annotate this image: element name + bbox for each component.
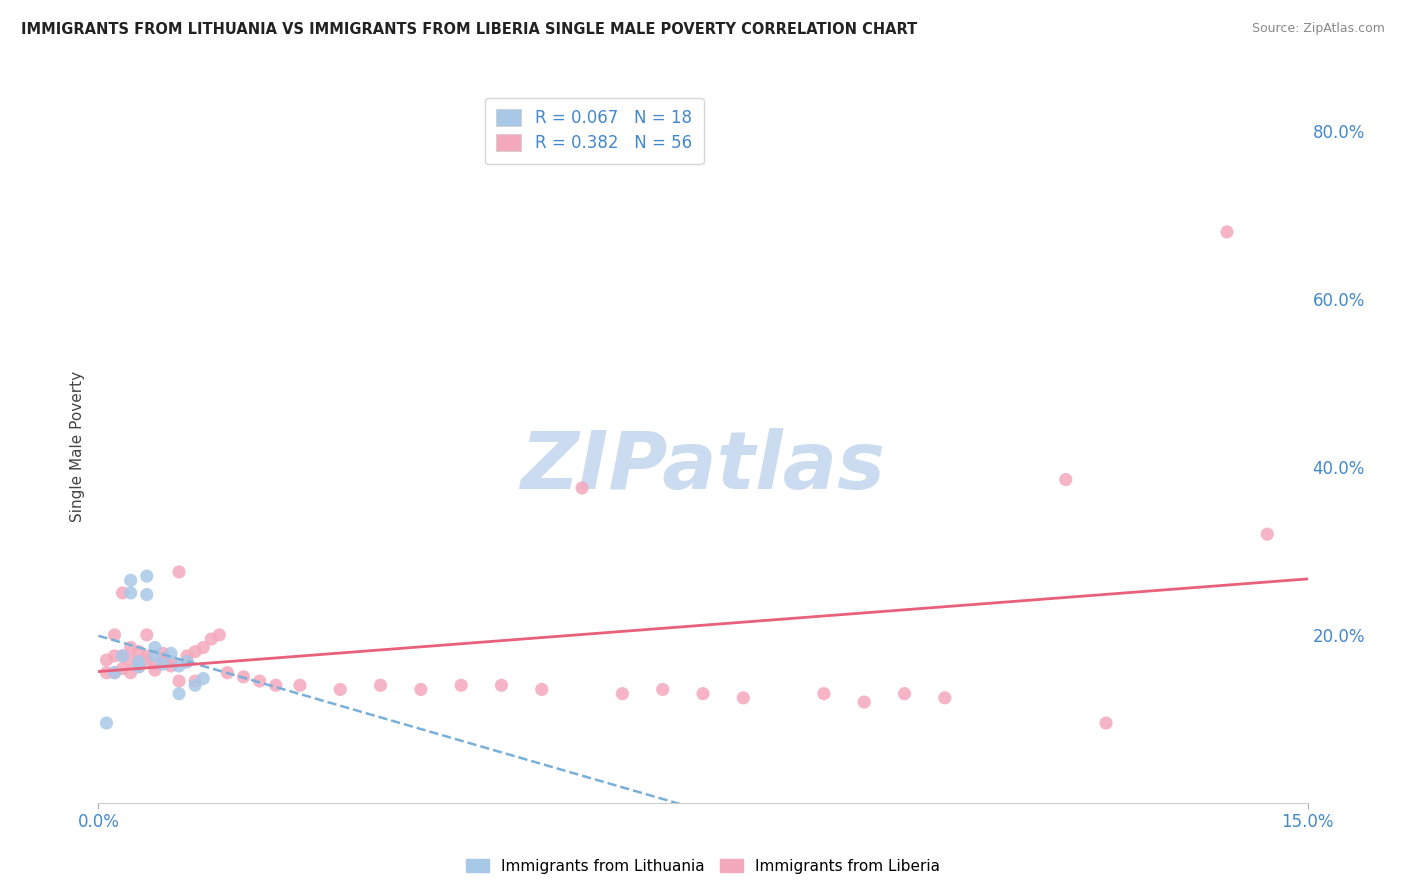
Point (103, 648, 125, 663)
Point (143, 657, 166, 672)
Point (111, 661, 134, 675)
Point (370, 678, 392, 692)
Point (1054, 473, 1077, 487)
Point (1095, 716, 1118, 731)
Point (329, 682, 352, 697)
Point (733, 690, 755, 705)
Point (167, 659, 190, 673)
Point (288, 678, 311, 692)
Point (934, 690, 956, 705)
Point (450, 678, 472, 692)
Point (96, 665, 118, 680)
Point (176, 655, 198, 669)
Point (103, 665, 125, 680)
Point (612, 687, 634, 701)
Point (193, 672, 215, 686)
Point (208, 628, 231, 642)
Point (96, 716, 118, 731)
Point (409, 682, 432, 697)
Point (200, 632, 222, 646)
Point (692, 687, 714, 701)
Point (143, 640, 166, 655)
Point (128, 660, 150, 674)
Point (128, 655, 150, 669)
Point (128, 655, 150, 669)
Point (217, 665, 239, 680)
Point (167, 674, 190, 689)
Point (813, 687, 835, 701)
Point (120, 665, 142, 680)
Point (143, 663, 166, 677)
Point (232, 670, 254, 684)
Point (120, 586, 142, 600)
Point (176, 655, 198, 669)
Point (853, 695, 876, 709)
Point (103, 628, 125, 642)
Point (1256, 527, 1278, 541)
Point (160, 646, 183, 660)
Point (893, 687, 915, 701)
Point (135, 588, 157, 602)
Legend: R = 0.067   N = 18, R = 0.382   N = 56: R = 0.067 N = 18, R = 0.382 N = 56 (485, 97, 703, 164)
Point (111, 648, 134, 663)
Point (571, 481, 593, 495)
Point (103, 665, 125, 680)
Text: IMMIGRANTS FROM LITHUANIA VS IMMIGRANTS FROM LIBERIA SINGLE MALE POVERTY CORRELA: IMMIGRANTS FROM LITHUANIA VS IMMIGRANTS … (21, 22, 917, 37)
Point (120, 640, 142, 655)
Text: Source: ZipAtlas.com: Source: ZipAtlas.com (1251, 22, 1385, 36)
Point (160, 655, 183, 669)
Point (128, 660, 150, 674)
Point (184, 674, 207, 689)
Point (135, 569, 157, 583)
Point (167, 565, 190, 579)
Point (120, 574, 142, 588)
Point (128, 645, 150, 659)
Point (249, 674, 271, 689)
Point (264, 678, 287, 692)
Point (530, 682, 553, 697)
Point (135, 628, 157, 642)
Point (193, 640, 215, 655)
Point (152, 657, 174, 672)
Point (152, 651, 174, 665)
Point (135, 653, 157, 667)
Point (491, 678, 513, 692)
Text: ZIPatlas: ZIPatlas (520, 428, 886, 507)
Point (651, 682, 673, 697)
Point (176, 648, 198, 663)
Point (167, 687, 190, 701)
Point (111, 648, 134, 663)
Point (143, 648, 166, 663)
Point (1216, 225, 1239, 239)
Point (120, 653, 142, 667)
Point (152, 646, 174, 660)
Point (135, 648, 157, 663)
Point (160, 659, 183, 673)
Point (111, 586, 134, 600)
Y-axis label: Single Male Poverty: Single Male Poverty (69, 370, 84, 522)
Point (184, 678, 207, 692)
Legend: Immigrants from Lithuania, Immigrants from Liberia: Immigrants from Lithuania, Immigrants fr… (460, 853, 946, 880)
Point (96, 653, 118, 667)
Point (184, 645, 207, 659)
